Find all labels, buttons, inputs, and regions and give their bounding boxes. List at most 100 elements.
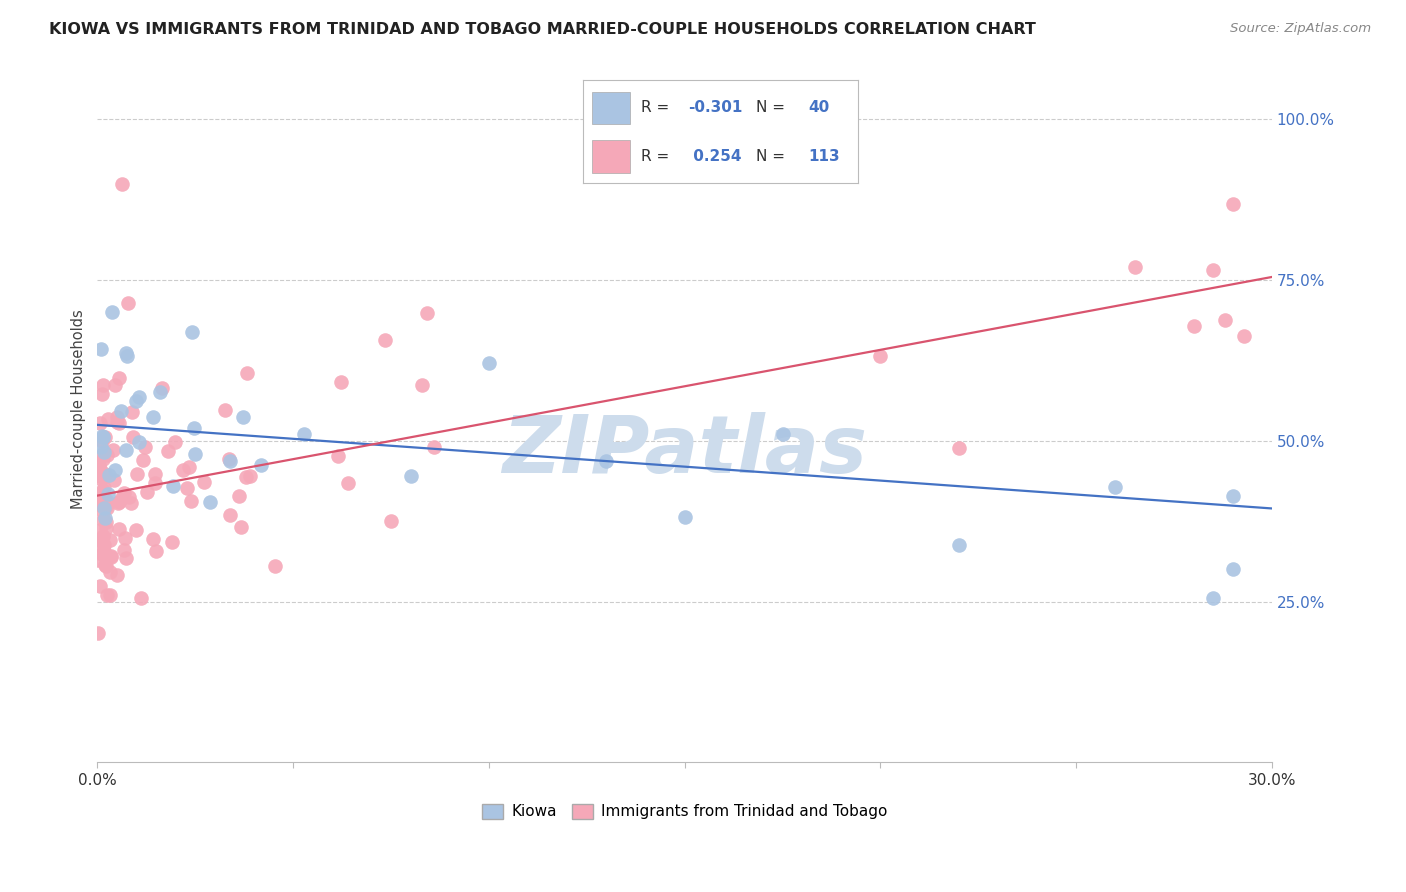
Point	[93, 544, 115, 558]
Point	[1233, 329, 1256, 343]
Point	[108, 495, 131, 509]
Point	[87, 458, 110, 473]
Point	[91, 429, 114, 443]
Point	[214, 403, 236, 417]
Point	[128, 434, 150, 449]
Point	[94, 510, 117, 524]
Point	[100, 549, 122, 564]
Point	[105, 410, 128, 425]
Point	[94, 499, 117, 513]
Point	[292, 427, 315, 442]
Point	[673, 510, 696, 524]
Point	[91, 529, 114, 543]
Point	[87, 497, 110, 511]
Point	[94, 558, 117, 572]
Point	[110, 492, 132, 507]
Point	[180, 325, 202, 339]
Point	[105, 415, 128, 429]
Point	[1222, 562, 1244, 576]
Point	[1213, 313, 1236, 327]
Point	[111, 177, 134, 191]
Point	[104, 378, 127, 392]
Point	[89, 579, 111, 593]
Point	[112, 543, 135, 558]
Point	[89, 469, 111, 483]
Point	[1222, 489, 1244, 503]
Point	[103, 443, 125, 458]
Point	[93, 445, 115, 459]
Point	[374, 333, 396, 347]
Point	[162, 479, 184, 493]
Point	[89, 533, 111, 547]
Point	[93, 538, 115, 552]
Point	[121, 430, 143, 444]
Text: R =: R =	[641, 149, 675, 164]
Point	[143, 467, 166, 482]
Text: N =: N =	[756, 149, 790, 164]
Point	[108, 522, 131, 536]
Point	[96, 493, 118, 508]
Point	[183, 421, 205, 435]
Point	[96, 449, 118, 463]
Point	[103, 473, 125, 487]
Text: R =: R =	[641, 101, 675, 115]
Point	[145, 544, 167, 558]
Point	[163, 435, 186, 450]
Point	[97, 412, 120, 426]
Point	[326, 450, 349, 464]
Point	[948, 537, 970, 551]
Point	[115, 349, 138, 363]
Point	[595, 454, 617, 468]
Point	[263, 559, 285, 574]
Point	[90, 387, 112, 401]
Text: -0.301: -0.301	[688, 101, 742, 115]
Point	[93, 501, 115, 516]
Point	[110, 404, 132, 418]
Point	[236, 366, 259, 380]
Point	[87, 538, 110, 552]
Point	[115, 442, 138, 457]
Point	[87, 553, 110, 567]
Point	[399, 469, 422, 483]
Point	[134, 440, 156, 454]
Point	[108, 371, 131, 385]
Point	[93, 469, 115, 483]
Point	[423, 440, 446, 454]
Point	[96, 515, 118, 529]
Point	[91, 434, 114, 449]
Point	[93, 505, 115, 519]
Point	[114, 531, 136, 545]
Point	[219, 508, 242, 523]
Point	[869, 349, 891, 363]
Point	[100, 549, 122, 563]
Point	[411, 378, 433, 392]
Bar	[592, 92, 630, 124]
Point	[180, 493, 202, 508]
Point	[219, 453, 242, 467]
Point	[232, 410, 254, 425]
Point	[97, 467, 120, 482]
Point	[177, 459, 200, 474]
Point	[380, 514, 402, 528]
Point	[91, 429, 114, 443]
Point	[94, 467, 117, 482]
Point	[162, 535, 184, 549]
Point	[235, 469, 257, 483]
Point	[250, 458, 273, 473]
Point	[142, 410, 165, 425]
Point	[91, 513, 114, 527]
Point	[89, 470, 111, 484]
Point	[125, 523, 148, 537]
Y-axis label: Married-couple Households: Married-couple Households	[72, 309, 86, 508]
Point	[105, 567, 128, 582]
Point	[94, 559, 117, 574]
Point	[1104, 480, 1126, 494]
Point	[96, 521, 118, 535]
Point	[478, 356, 501, 370]
Point	[1222, 197, 1244, 211]
Point	[91, 429, 114, 443]
Point	[93, 481, 115, 495]
Point	[118, 490, 141, 504]
Point	[98, 533, 121, 547]
Point	[91, 451, 114, 466]
